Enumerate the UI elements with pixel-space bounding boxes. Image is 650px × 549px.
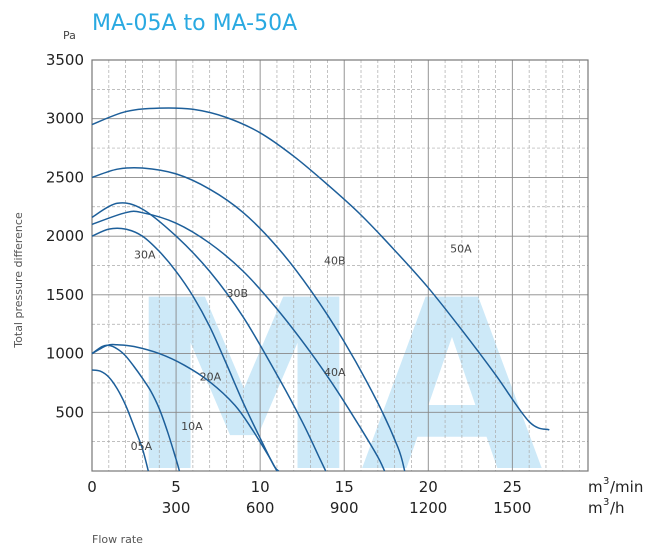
- x-unit-primary-base: m: [588, 478, 603, 496]
- y-tick-label: 1000: [46, 345, 84, 363]
- x-axis-label: Flow rate: [92, 533, 143, 546]
- y-tick-label: 3500: [46, 51, 84, 69]
- y-tick-label: 2500: [46, 168, 84, 186]
- curve-label-20a: 20A: [200, 371, 222, 384]
- x-tick-label-secondary: 300: [162, 499, 191, 517]
- x-tick-label-secondary: 1200: [409, 499, 447, 517]
- x-unit-secondary: m 3 /h: [588, 497, 625, 517]
- x-tick-label-secondary: 900: [330, 499, 359, 517]
- x-tick-label: 15: [335, 478, 354, 496]
- x-unit-primary-suffix: /min: [610, 478, 643, 496]
- x-tick-label: 5: [171, 478, 181, 496]
- curve-label-50a: 50A: [450, 243, 472, 256]
- x-unit-primary-exp: 3: [603, 476, 609, 487]
- x-tick-label: 0: [87, 478, 97, 496]
- x-tick-label-secondary: 1500: [493, 499, 531, 517]
- curve-label-30a: 30A: [134, 248, 156, 261]
- x-tick-label: 25: [503, 478, 522, 496]
- chart-title: MA-05A to MA-50A: [92, 11, 297, 36]
- x-unit-primary: m 3 /min: [588, 476, 643, 496]
- y-axis-label: Total pressure difference: [12, 212, 25, 349]
- y-tick-label: 1500: [46, 286, 84, 304]
- y-tick-label: 2000: [46, 227, 84, 245]
- x-tick-label: 20: [419, 478, 438, 496]
- x-unit-secondary-base: m: [588, 499, 603, 517]
- x-unit-secondary-exp: 3: [603, 497, 609, 508]
- curve-label-40b: 40B: [324, 254, 346, 267]
- curve-label-30b: 30B: [227, 287, 249, 300]
- y-tick-label: 500: [55, 403, 84, 421]
- x-unit-secondary-suffix: /h: [610, 499, 625, 517]
- curve-label-05a: 05A: [131, 440, 153, 453]
- y-tick-label: 3000: [46, 110, 84, 128]
- curve-label-10a: 10A: [181, 420, 203, 433]
- x-tick-label: 10: [251, 478, 270, 496]
- y-unit-label: Pa: [63, 29, 76, 42]
- curve-label-40a: 40A: [324, 366, 346, 379]
- x-tick-label-secondary: 600: [246, 499, 275, 517]
